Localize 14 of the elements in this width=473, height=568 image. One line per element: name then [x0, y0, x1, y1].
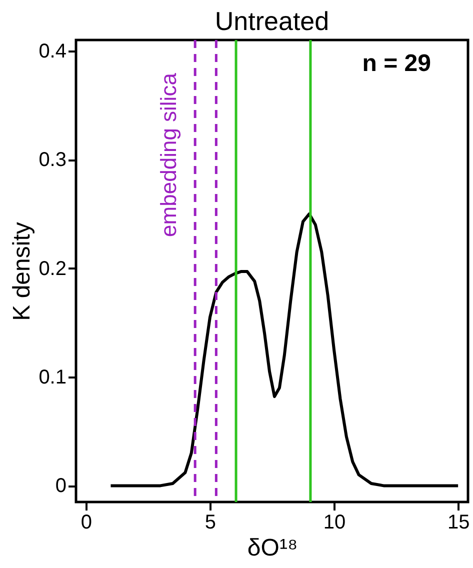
y-tick-label: 0: [55, 475, 66, 498]
x-tick-label: 0: [80, 512, 92, 534]
y-tick-label: 0.2: [38, 258, 66, 280]
y-axis-title: K density: [8, 222, 36, 321]
annotation: n = 29: [362, 50, 431, 77]
ref-line-label: embedding silica: [156, 72, 182, 237]
x-tick-label: 10: [323, 512, 346, 534]
x-axis-title: δO¹⁸: [247, 534, 298, 562]
y-tick-label: 0.1: [38, 366, 66, 388]
x-tick-label: 5: [204, 512, 216, 534]
y-tick-label: 0.4: [38, 40, 66, 62]
x-tick-label: 15: [447, 512, 470, 534]
chart-title: Untreated: [214, 6, 330, 36]
y-tick-label: 0.3: [38, 149, 66, 172]
